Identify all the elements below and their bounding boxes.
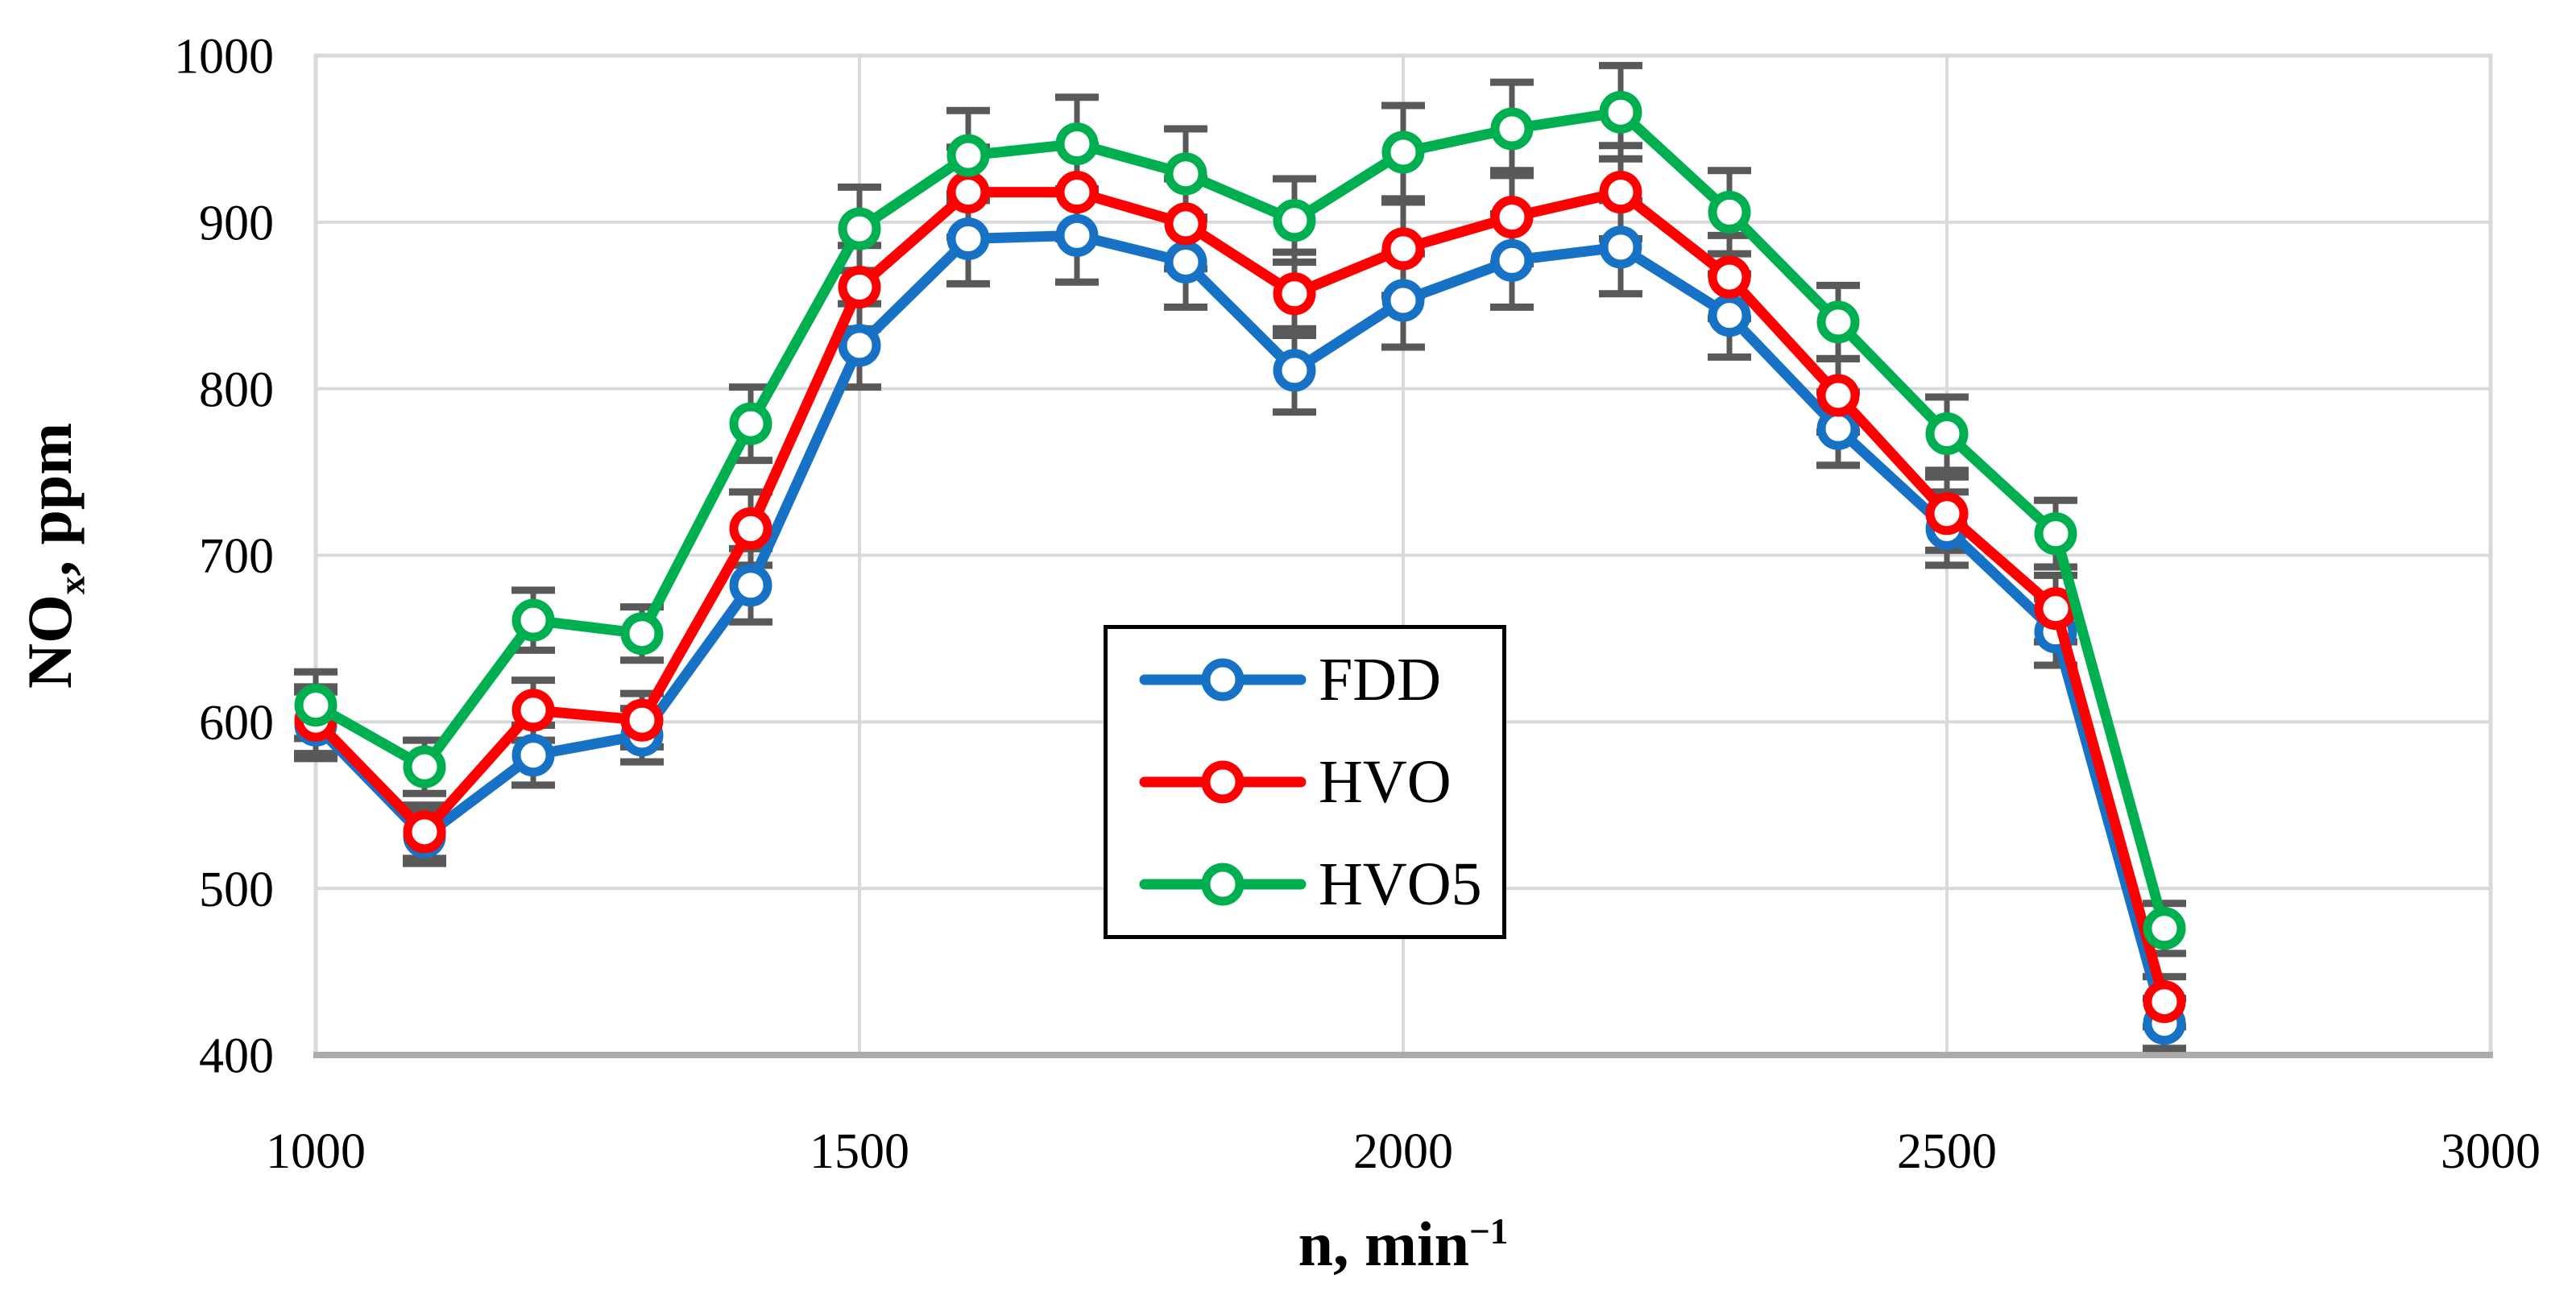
fdd-line-marker-icon bbox=[1139, 658, 1307, 701]
y-tick-label: 500 bbox=[199, 863, 274, 917]
legend-label-fdd: FDD bbox=[1319, 646, 1442, 714]
data-point-HVO bbox=[620, 698, 664, 742]
data-point-HVO bbox=[1381, 227, 1425, 271]
data-point-FDD bbox=[1816, 407, 1860, 450]
data-point-FDD bbox=[729, 564, 772, 607]
data-point-HVO bbox=[1164, 202, 1207, 246]
data-point-FDD bbox=[1164, 240, 1207, 283]
y-axis-title: NOx, ppm bbox=[14, 422, 93, 689]
data-point-HVO5 bbox=[838, 207, 881, 250]
legend-label-hvo: HVO bbox=[1319, 748, 1452, 816]
data-point-HVO5 bbox=[1055, 122, 1099, 166]
legend-item-hvo5: HVO5 bbox=[1138, 833, 1502, 935]
data-point-HVO bbox=[2143, 980, 2186, 1024]
data-point-HVO5 bbox=[1925, 412, 1969, 456]
hvo5-line-marker-icon bbox=[1139, 863, 1307, 906]
x-tick-label: 1500 bbox=[810, 1124, 909, 1179]
x-axis-title: n, min−1 bbox=[1298, 1209, 1509, 1279]
data-point-FDD bbox=[1490, 238, 1534, 282]
data-point-FDD bbox=[1273, 349, 1316, 392]
data-point-HVO bbox=[403, 810, 446, 854]
data-point-HVO bbox=[1925, 492, 1969, 536]
series-HVO5 bbox=[294, 90, 2186, 950]
tick-labels: 400 500 600 700 800 900 1000 1000 1500 2000 2500 30… bbox=[174, 30, 2541, 1179]
series-HVO bbox=[294, 171, 2186, 1024]
data-point-FDD bbox=[1381, 279, 1425, 322]
y-tick-label: 900 bbox=[199, 197, 274, 251]
data-point-HVO bbox=[946, 171, 990, 214]
data-point-HVO bbox=[1490, 196, 1534, 239]
y-tick-label: 400 bbox=[199, 1029, 274, 1084]
data-point-HVO5 bbox=[1381, 130, 1425, 174]
data-point-HVO5 bbox=[1816, 300, 1860, 344]
data-point-HVO5 bbox=[1273, 199, 1316, 242]
legend-item-fdd: FDD bbox=[1138, 629, 1502, 731]
data-point-HVO5 bbox=[946, 134, 990, 177]
x-tick-label: 3000 bbox=[2441, 1124, 2541, 1179]
x-tick-label: 1000 bbox=[266, 1124, 366, 1179]
data-point-HVO bbox=[729, 507, 772, 550]
hvo-line-marker-icon bbox=[1139, 760, 1307, 804]
data-point-HVO5 bbox=[1490, 107, 1534, 151]
data-point-HVO5 bbox=[1164, 152, 1207, 196]
plot-border bbox=[313, 53, 2493, 1058]
data-point-HVO bbox=[838, 265, 881, 308]
data-point-HVO bbox=[1599, 171, 1642, 214]
legend-item-hvo: HVO bbox=[1138, 731, 1502, 834]
data-point-HVO5 bbox=[620, 612, 664, 656]
data-point-HVO5 bbox=[1708, 190, 1751, 234]
data-point-FDD bbox=[838, 324, 881, 367]
data-point-HVO5 bbox=[403, 745, 446, 788]
data-point-FDD bbox=[946, 217, 990, 261]
data-point-HVO bbox=[1816, 374, 1860, 417]
data-point-HVO5 bbox=[2143, 907, 2186, 950]
data-point-HVO bbox=[1273, 272, 1316, 316]
data-point-FDD bbox=[511, 734, 555, 777]
data-point-HVO bbox=[2034, 587, 2077, 631]
data-point-HVO5 bbox=[1599, 90, 1642, 134]
legend-label-hvo5: HVO5 bbox=[1319, 850, 1482, 918]
data-point-FDD bbox=[1708, 294, 1751, 337]
y-tick-label: 700 bbox=[199, 529, 274, 584]
x-tick-label: 2500 bbox=[1897, 1124, 1997, 1179]
data-point-HVO bbox=[1708, 255, 1751, 299]
data-point-FDD bbox=[1599, 225, 1642, 269]
y-tick-label: 600 bbox=[199, 696, 274, 751]
data-point-HVO bbox=[511, 689, 555, 732]
y-tick-label: 1000 bbox=[174, 30, 274, 85]
y-tick-label: 800 bbox=[199, 362, 274, 417]
legend: FDD HVO HVO5 bbox=[1104, 625, 1506, 939]
data-point-HVO5 bbox=[729, 402, 772, 445]
data-point-FDD bbox=[1055, 213, 1099, 257]
data-point-HVO bbox=[1055, 171, 1099, 214]
data-point-HVO5 bbox=[294, 684, 338, 727]
x-tick-label: 2000 bbox=[1353, 1124, 1453, 1179]
data-point-HVO5 bbox=[2034, 512, 2077, 556]
data-point-HVO5 bbox=[511, 598, 555, 642]
